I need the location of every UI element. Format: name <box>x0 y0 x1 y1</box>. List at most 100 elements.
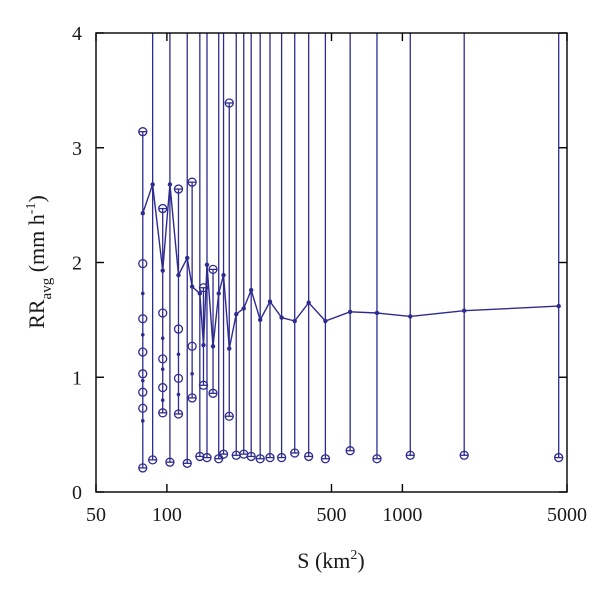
mean-point-22 <box>323 318 328 324</box>
circle-marker-0-1 <box>138 403 148 413</box>
circle-marker-3-0 <box>165 457 175 467</box>
mean-point-9 <box>204 262 210 267</box>
circle-marker-0-6 <box>138 258 148 269</box>
circle-marker-12-0 <box>218 449 229 459</box>
x-axis: 50 100 500 1000 5000 <box>86 33 587 526</box>
mean-point-27 <box>556 303 561 309</box>
circle-marker-16-0 <box>246 451 256 462</box>
circle-marker-10-1 <box>208 264 218 275</box>
circle-marker-27-0 <box>554 452 564 463</box>
circle-marker-4-2 <box>173 324 184 334</box>
mean-point-2 <box>160 268 165 273</box>
circle-marker-13-0 <box>224 411 234 421</box>
mean-point-19 <box>279 315 284 320</box>
mean-point-16 <box>248 287 254 293</box>
circle-marker-26-0 <box>459 450 469 460</box>
x-tick-label-4: 5000 <box>547 504 587 526</box>
circle-marker-25-0 <box>405 450 415 460</box>
circle-marker-22-0 <box>320 454 331 464</box>
mean-point-10 <box>210 344 216 349</box>
y-axis: 0 1 2 3 4 <box>72 23 567 504</box>
circle-marker-9-0 <box>202 452 212 463</box>
circle-marker-11-0 <box>214 454 224 464</box>
circle-marker-2-3 <box>158 308 168 318</box>
mean-point-3 <box>167 182 173 187</box>
sample-dot-0-2 <box>140 332 145 337</box>
x-tick-label-1: 100 <box>152 504 182 526</box>
circle-marker-17-0 <box>255 454 265 464</box>
sample-dot-4-0 <box>176 392 181 397</box>
mean-point-20 <box>292 318 297 324</box>
mean-point-12 <box>221 272 226 278</box>
sample-dot-4-1 <box>176 352 181 357</box>
circle-marker-0-7 <box>138 127 148 137</box>
mean-point-23 <box>347 309 353 315</box>
y-tick-label-0: 0 <box>72 482 82 504</box>
sample-dot-2-1 <box>160 367 165 372</box>
circle-marker-6-0 <box>187 393 197 403</box>
circle-marker-24-0 <box>372 454 382 464</box>
circle-marker-4-0 <box>173 409 184 419</box>
mean-point-5 <box>185 255 190 261</box>
circle-marker-0-3 <box>138 369 148 379</box>
circle-marker-23-0 <box>345 446 355 456</box>
circle-marker-5-0 <box>182 458 192 468</box>
mean-line <box>142 184 559 349</box>
circle-marker-2-1 <box>158 382 168 393</box>
x-tick-label-2: 500 <box>317 504 347 526</box>
x-axis-title: S (km2) <box>297 548 365 573</box>
mean-point-21 <box>306 300 311 305</box>
mean-point-7 <box>197 291 203 296</box>
y-tick-label-1: 1 <box>72 367 82 389</box>
circle-marker-21-0 <box>304 451 314 462</box>
x-tick-label-3: 1000 <box>382 504 422 526</box>
y-axis-title: RRavg (mm h-1) <box>24 195 55 329</box>
circle-marker-8-0 <box>198 380 209 390</box>
circle-marker-6-1 <box>187 341 197 351</box>
chart-marks <box>138 33 564 473</box>
mean-point-24 <box>374 310 380 316</box>
circle-marker-7-0 <box>195 451 205 462</box>
mean-point-14 <box>234 311 239 317</box>
y-tick-label-3: 3 <box>72 138 82 160</box>
circle-marker-10-0 <box>208 388 218 398</box>
circle-marker-4-3 <box>173 184 184 194</box>
circle-marker-0-2 <box>138 387 148 397</box>
y-tick-label-4: 4 <box>72 23 82 45</box>
mean-point-18 <box>267 299 273 304</box>
plot-frame <box>95 32 568 493</box>
circle-marker-0-0 <box>138 463 148 473</box>
circle-marker-2-2 <box>158 354 168 364</box>
sample-dot-0-3 <box>140 291 145 296</box>
mean-point-13 <box>227 346 232 351</box>
mean-point-25 <box>408 314 413 319</box>
mean-point-6 <box>189 284 195 289</box>
mean-point-8 <box>201 342 206 348</box>
mean-point-11 <box>216 291 221 296</box>
circle-marker-8-1 <box>198 283 209 293</box>
sample-dot-2-2 <box>160 336 165 341</box>
x-tick-label-0: 50 <box>86 504 106 526</box>
mean-point-1 <box>150 182 155 187</box>
circle-marker-0-4 <box>138 347 148 357</box>
circle-marker-1-0 <box>147 455 158 465</box>
sample-dot-6-0 <box>190 372 194 376</box>
mean-point-15 <box>241 306 246 311</box>
circle-marker-4-1 <box>173 373 184 384</box>
sample-dot-0-1 <box>140 378 145 383</box>
circle-marker-20-0 <box>290 448 300 458</box>
mean-point-17 <box>257 317 263 323</box>
circle-marker-13-1 <box>224 98 234 108</box>
mean-point-26 <box>461 308 467 313</box>
circle-marker-0-5 <box>138 314 148 324</box>
circle-marker-19-0 <box>276 452 287 463</box>
sample-dot-2-0 <box>160 398 165 403</box>
mean-point-0 <box>140 210 145 216</box>
y-tick-label-2: 2 <box>72 253 82 275</box>
sample-dot-0-0 <box>140 419 145 423</box>
circle-marker-2-4 <box>158 203 168 214</box>
circle-marker-6-2 <box>187 177 197 187</box>
circle-marker-2-0 <box>158 408 168 418</box>
mean-point-4 <box>176 272 181 278</box>
